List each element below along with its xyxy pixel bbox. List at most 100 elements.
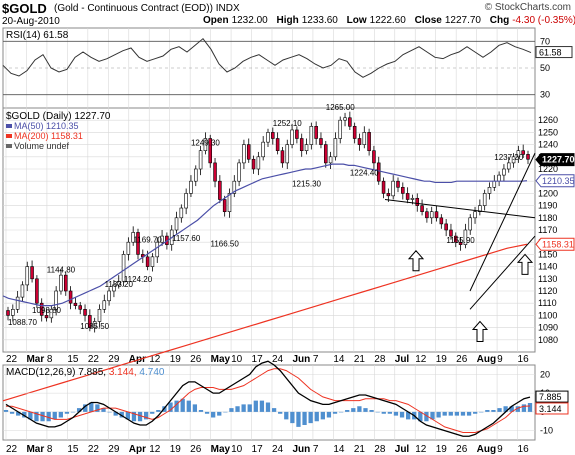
candle-down xyxy=(73,302,78,306)
candle-up xyxy=(102,300,107,310)
price-annotation: 1133.20 xyxy=(105,280,134,289)
candle-down xyxy=(526,154,530,160)
candle-down xyxy=(458,241,463,245)
macd-histogram-bar xyxy=(375,411,380,413)
open-value: 1232.00 xyxy=(231,15,268,26)
price-tick-label: 1110 xyxy=(538,298,557,308)
candle-up xyxy=(497,174,501,182)
macd-histogram-bar xyxy=(369,410,374,412)
x-tick-label-bottom: 19 xyxy=(170,444,182,455)
macd-histogram-bar xyxy=(302,411,307,425)
candle-up xyxy=(232,180,237,194)
price-annotation: 1124.20 xyxy=(124,275,153,284)
low-value: 1222.60 xyxy=(369,15,406,26)
macd-histogram-bar xyxy=(131,411,137,422)
macd-histogram-bar xyxy=(491,410,496,412)
candle-up xyxy=(333,138,338,158)
macd-histogram-bar xyxy=(430,411,435,420)
price-annotation: 1088.70 xyxy=(8,318,37,327)
candle-down xyxy=(415,197,420,206)
macd-histogram-bar xyxy=(192,404,198,412)
legend-ma50-swatch xyxy=(6,124,12,128)
x-tick-label: 19 xyxy=(170,354,182,365)
candle-down xyxy=(434,211,439,219)
price-annotation: 1085.50 xyxy=(80,322,109,331)
price-tick-label: 1130 xyxy=(538,274,557,284)
candle-down xyxy=(396,180,400,188)
x-tick-label: 15 xyxy=(67,354,79,365)
candle-down xyxy=(348,117,352,127)
candle-down xyxy=(299,138,304,151)
candle-down xyxy=(83,308,87,316)
x-tick-label-bottom: May xyxy=(211,444,231,455)
candle-up xyxy=(97,308,102,322)
macd-histogram-bar xyxy=(503,406,508,412)
macd-histogram-bar xyxy=(466,411,472,416)
macd-histogram-bar xyxy=(271,408,277,412)
candle-down xyxy=(218,180,222,200)
candle-up xyxy=(391,180,395,197)
macd-histogram-bar xyxy=(393,411,399,416)
x-tick-label-bottom: Apr xyxy=(129,444,146,455)
candle-down xyxy=(449,229,453,237)
macd-histogram-bar xyxy=(89,402,94,412)
candle-down xyxy=(295,129,299,139)
x-tick-label-bottom: 17 xyxy=(252,444,264,455)
price-annotation: 1224.40 xyxy=(350,169,379,178)
candle-up xyxy=(126,241,131,255)
x-tick-label-bottom: Aug xyxy=(477,444,496,455)
macd-histogram-bar xyxy=(521,404,527,412)
macd-histogram-bar xyxy=(180,398,185,412)
macd-histogram-bar xyxy=(442,411,447,416)
candle-down xyxy=(251,158,256,170)
x-tick-label: Aug xyxy=(477,354,496,365)
macd-histogram-bar xyxy=(174,400,179,412)
macd-title-signal: 3.144, xyxy=(109,367,140,378)
candle-down xyxy=(39,302,44,316)
macd-histogram-bar xyxy=(156,410,161,412)
candle-up xyxy=(343,117,347,121)
macd-histogram-bar xyxy=(101,408,106,412)
candle-down xyxy=(439,217,444,225)
x-tick-label-bottom: 26 xyxy=(456,444,468,455)
x-tick-label: 22 xyxy=(6,354,18,365)
price-annotation: 1157.60 xyxy=(172,234,201,243)
candle-up xyxy=(256,156,261,170)
candle-down xyxy=(246,144,251,160)
rsi-tick-label: 70 xyxy=(540,36,550,46)
x-tick-label-bottom: 22 xyxy=(6,444,18,455)
macd-histogram-bar xyxy=(223,411,228,413)
stockcharts-credit: © StockCharts.com xyxy=(484,2,571,13)
candle-up xyxy=(338,119,342,139)
price-tag-label: 1158.31 xyxy=(542,239,574,249)
macd-histogram-bar xyxy=(150,411,155,414)
candle-up xyxy=(15,296,20,310)
candle-up xyxy=(482,193,487,206)
candle-down xyxy=(271,132,275,139)
candle-up xyxy=(92,321,97,328)
x-tick-label: Jun xyxy=(292,354,310,365)
candle-up xyxy=(410,197,415,200)
candle-down xyxy=(372,150,376,164)
macd-histogram-bar xyxy=(64,411,70,414)
price-tick-label: 1150 xyxy=(538,249,557,259)
price-tick-label: 1250 xyxy=(538,127,558,137)
price-tick-label: 1090 xyxy=(538,323,558,333)
x-tick-label: 26 xyxy=(190,354,202,365)
macd-histogram-bar xyxy=(46,411,51,422)
x-tick-label: 17 xyxy=(252,354,264,365)
candle-up xyxy=(473,211,477,219)
macd-histogram-bar xyxy=(204,411,210,414)
macd-signal-line xyxy=(6,368,531,433)
x-tick-label-bottom: 28 xyxy=(374,444,386,455)
macd-histogram-bar xyxy=(70,411,76,413)
macd-histogram-bar xyxy=(95,404,100,412)
x-tick-label-bottom: 9 xyxy=(497,444,503,455)
candle-up xyxy=(261,141,265,158)
candle-up xyxy=(429,211,434,219)
macd-histogram-bar xyxy=(9,411,15,414)
candle-up xyxy=(59,274,63,292)
ma50-line xyxy=(2,163,528,307)
price-annotation: 1252.10 xyxy=(273,119,302,128)
candle-down xyxy=(136,232,140,255)
